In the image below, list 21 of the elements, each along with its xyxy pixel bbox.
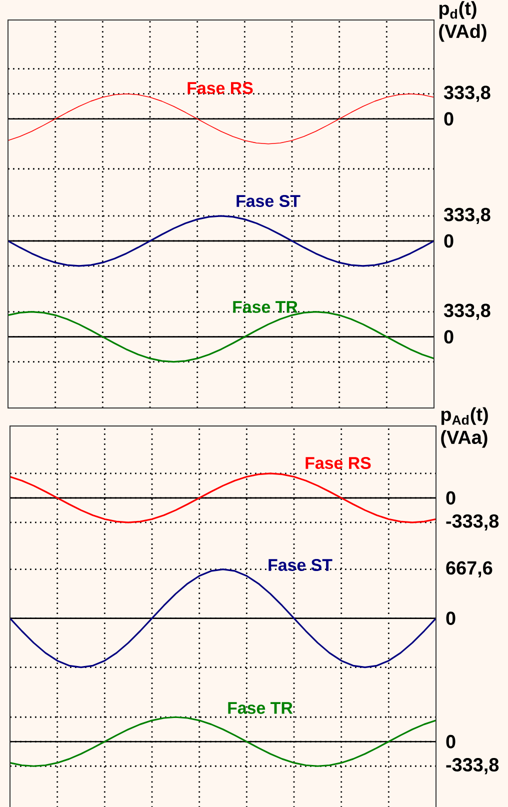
y-tick-label: 333,8 <box>444 304 490 320</box>
y-axis-title: p$_{d}$(t) (VAd) <box>439 1 486 42</box>
y-tick-label: 333,8 <box>444 208 490 224</box>
y-tick-label: 0 <box>446 612 456 626</box>
y-axis-title: p$_{Ad}$(t) (VAa) <box>441 407 488 448</box>
series-label: Fase ST <box>268 559 332 572</box>
y-tick-label: -333,8 <box>446 758 499 774</box>
y-tick-label: 0 <box>444 112 454 126</box>
series-label: Fase TR <box>228 702 293 714</box>
y-tick-label: 333,8 <box>444 86 490 102</box>
y-tick-label: 0 <box>444 330 454 344</box>
series-label: Fase RS <box>188 82 253 94</box>
series-label: Fase TR <box>233 301 298 313</box>
line-series <box>8 93 434 144</box>
y-tick-label: 0 <box>444 234 454 248</box>
series-label: Fase RS <box>306 457 371 470</box>
y-tick-label: 0 <box>446 734 456 748</box>
y-tick-label: 0 <box>446 491 456 505</box>
y-tick-label: 667,6 <box>446 561 492 578</box>
y-tick-label: -333,8 <box>446 514 499 530</box>
series-label: Fase ST <box>236 194 300 207</box>
